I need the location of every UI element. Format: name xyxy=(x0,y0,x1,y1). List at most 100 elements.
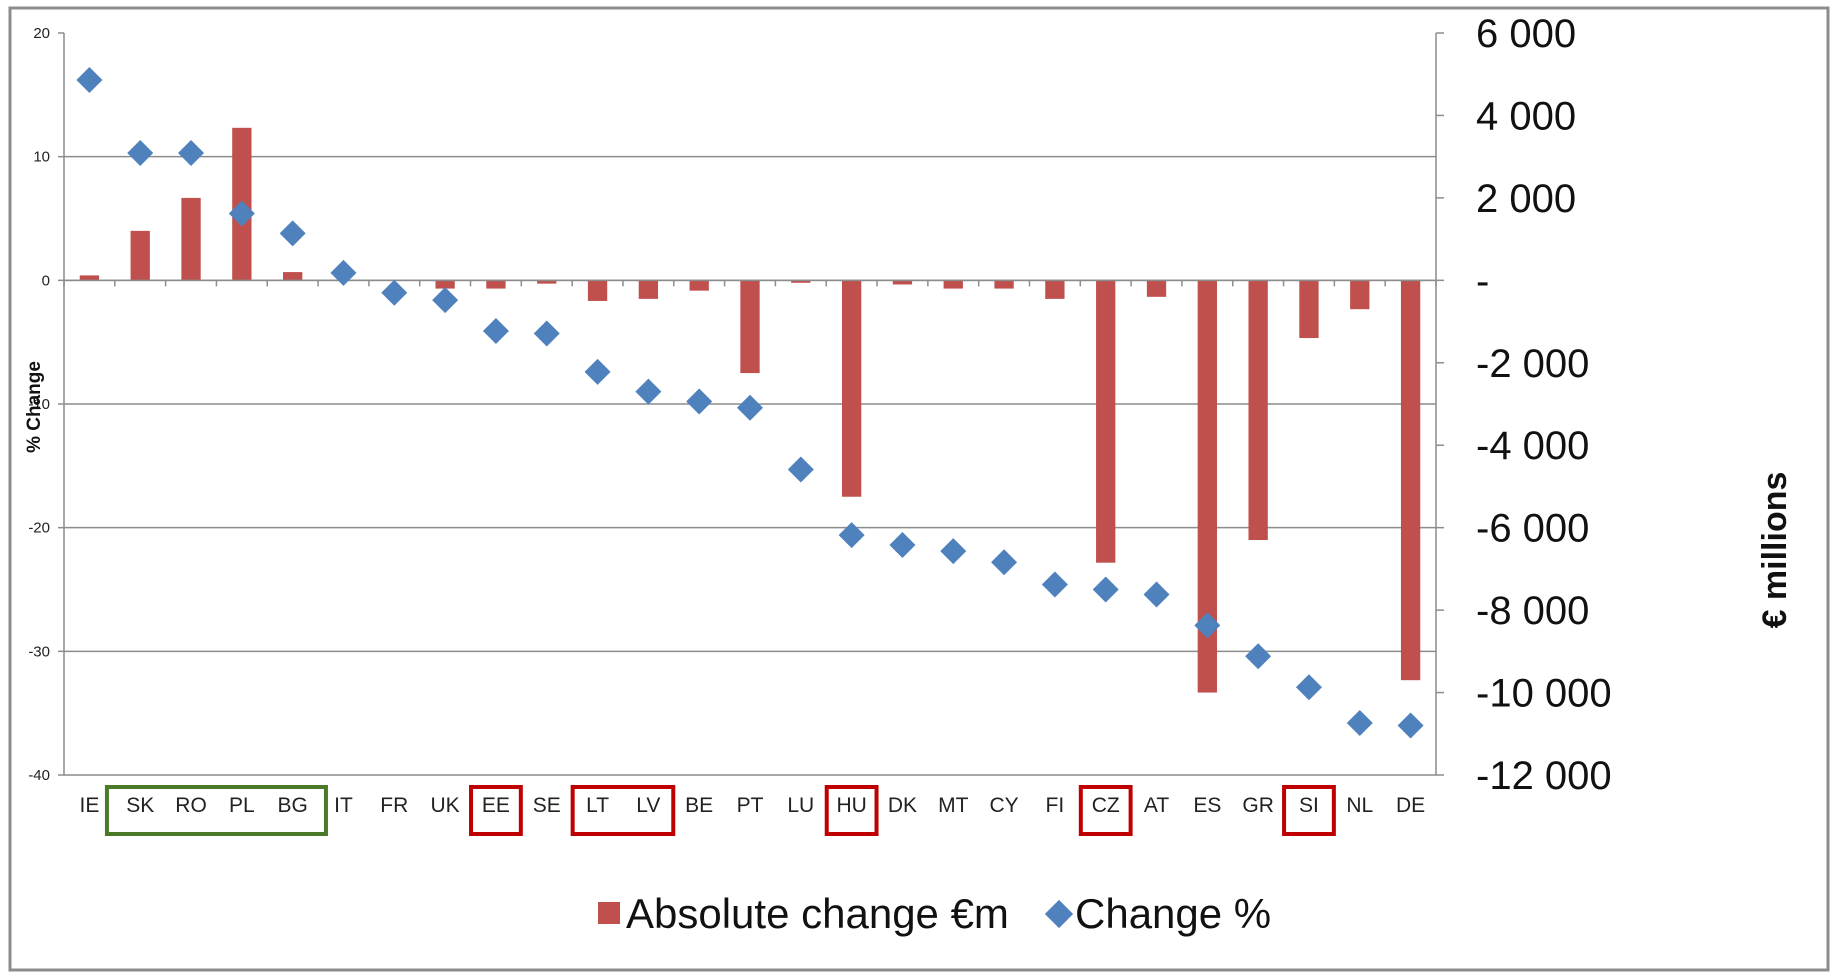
point-ie xyxy=(76,66,103,93)
point-uk xyxy=(432,287,459,314)
bar-pt xyxy=(740,280,760,374)
x-tick-label-mt: MT xyxy=(938,794,968,817)
legend: Absolute change €m Change % xyxy=(598,890,1271,937)
right-tick-label: -8 000 xyxy=(1476,589,1589,633)
point-sk xyxy=(127,139,154,166)
bar-si xyxy=(1299,280,1319,339)
x-tick-label-ie: IE xyxy=(79,794,99,817)
x-tick-label-fi: FI xyxy=(1046,794,1065,817)
bar-be xyxy=(689,280,709,291)
point-it xyxy=(330,259,357,286)
right-tick-label: - xyxy=(1476,259,1489,303)
highlight-box xyxy=(104,785,328,836)
x-tick-label-de: DE xyxy=(1396,794,1425,817)
x-tick-label-dk: DK xyxy=(888,794,917,817)
highlight-boxes xyxy=(104,785,1336,836)
point-se xyxy=(533,320,560,347)
bar-ee xyxy=(486,280,506,289)
right-tick-label: 4 000 xyxy=(1476,94,1576,138)
point-fi xyxy=(1041,571,1068,598)
point-lt xyxy=(584,358,611,385)
right-tick-label: 2 000 xyxy=(1476,177,1576,221)
point-at xyxy=(1143,581,1170,608)
bar-series-absolute-change xyxy=(79,127,1421,693)
x-tick-label-pl: PL xyxy=(229,794,255,817)
bar-gr xyxy=(1248,280,1268,541)
right-tick-label: -6 000 xyxy=(1476,507,1589,551)
left-tick-label: 0 xyxy=(42,272,50,289)
bar-fi xyxy=(1045,280,1065,299)
right-tick-label: 6 000 xyxy=(1476,12,1576,56)
highlight-box xyxy=(1282,785,1336,836)
point-cz xyxy=(1092,576,1119,603)
right-tick-label: -12 000 xyxy=(1476,754,1612,798)
x-tick-label-uk: UK xyxy=(431,794,460,817)
bar-de xyxy=(1400,280,1421,681)
x-tick-label-lt: LT xyxy=(586,794,609,817)
legend-label-diamond: Change % xyxy=(1075,890,1271,937)
highlight-box xyxy=(824,785,879,836)
point-cy xyxy=(991,549,1018,576)
point-de xyxy=(1397,712,1424,739)
right-tick-label: -10 000 xyxy=(1476,672,1612,716)
axes xyxy=(58,32,1444,776)
highlight-box xyxy=(570,785,676,836)
left-axis-title: % Change xyxy=(24,361,45,453)
left-axis-ticks: 20 10 0 -10 -20 -30 -40 xyxy=(28,25,50,784)
point-ro xyxy=(178,139,205,166)
right-axis-ticks: 6 000 4 000 2 000 - -2 000 -4 000 -6 000 -8 000… xyxy=(1476,12,1612,798)
legend-swatch-diamond xyxy=(1044,899,1074,929)
x-tick-label-lv: LV xyxy=(636,794,660,817)
x-tick-label-lu: LU xyxy=(787,794,814,817)
bar-cy xyxy=(994,280,1014,289)
point-mt xyxy=(940,538,967,565)
x-tick-label-gr: GR xyxy=(1242,794,1274,817)
x-tick-label-sk: SK xyxy=(126,794,154,817)
bar-es xyxy=(1197,280,1217,693)
bar-hu xyxy=(841,280,862,497)
x-tick-label-it: IT xyxy=(334,794,353,817)
bar-dk xyxy=(892,280,913,285)
point-gr xyxy=(1245,643,1272,670)
legend-label-bar: Absolute change €m xyxy=(626,890,1009,937)
left-tick-label: -30 xyxy=(28,643,50,660)
left-tick-label: 10 xyxy=(33,149,50,166)
bar-sk xyxy=(130,230,150,281)
right-tick-label: -4 000 xyxy=(1476,424,1589,468)
bar-mt xyxy=(943,280,963,289)
bar-ro xyxy=(181,197,201,281)
bar-cz xyxy=(1096,280,1116,563)
left-tick-label: 20 xyxy=(33,25,50,42)
x-tick-label-si: SI xyxy=(1299,794,1319,817)
chart-frame xyxy=(8,6,1830,972)
x-tick-label-bg: BG xyxy=(277,794,307,817)
point-es xyxy=(1194,612,1221,639)
point-be xyxy=(686,388,713,415)
legend-swatch-bar xyxy=(598,902,620,924)
highlight-box xyxy=(469,785,523,836)
x-tick-label-cz: CZ xyxy=(1092,794,1120,817)
bar-ie xyxy=(79,275,100,281)
bar-se xyxy=(537,280,557,284)
bar-lt xyxy=(587,280,608,301)
bar-lu xyxy=(791,280,811,283)
highlight-box xyxy=(1078,785,1133,836)
x-tick-label-nl: NL xyxy=(1346,794,1373,817)
x-tick-label-ro: RO xyxy=(175,794,207,817)
x-tick-label-es: ES xyxy=(1193,794,1221,817)
point-pl xyxy=(228,200,255,227)
right-axis-title: € millions xyxy=(1756,472,1794,629)
scatter-series-change-pct xyxy=(76,66,1424,739)
x-tick-label-pt: PT xyxy=(737,794,764,817)
x-axis-ticks: IE SK RO PL BG IT FR UK EE SE LT LV BE PT LU HU DK MT CY FI… xyxy=(79,794,1425,817)
point-dk xyxy=(889,531,916,558)
point-hu xyxy=(838,522,865,549)
left-tick-label: -40 xyxy=(28,767,50,784)
point-bg xyxy=(279,220,306,247)
point-nl xyxy=(1346,710,1373,737)
bar-bg xyxy=(283,272,303,281)
bar-lv xyxy=(638,280,659,299)
point-lu xyxy=(787,456,814,483)
x-tick-label-se: SE xyxy=(533,794,561,817)
